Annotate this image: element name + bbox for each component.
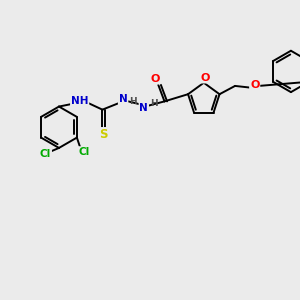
Text: N: N — [119, 94, 128, 104]
Text: Cl: Cl — [79, 147, 90, 157]
Text: H: H — [129, 97, 137, 106]
Text: S: S — [99, 128, 108, 141]
Text: O: O — [250, 80, 260, 90]
Text: O: O — [200, 73, 209, 82]
Text: Cl: Cl — [40, 149, 51, 159]
Text: O: O — [151, 74, 160, 84]
Text: H: H — [150, 99, 158, 108]
Text: NH: NH — [71, 96, 88, 106]
Text: N: N — [140, 103, 148, 112]
